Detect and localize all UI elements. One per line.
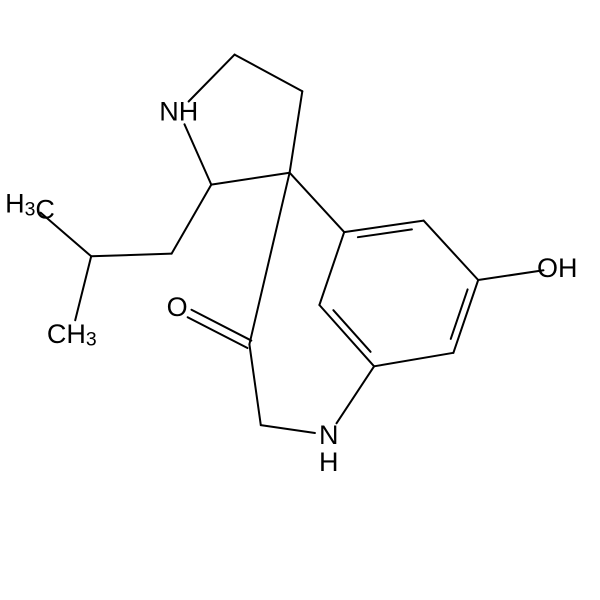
bond bbox=[211, 173, 289, 185]
bond bbox=[189, 55, 235, 102]
bond bbox=[319, 305, 374, 366]
atom-label: H3C bbox=[5, 189, 55, 225]
atom-label: O bbox=[167, 292, 188, 322]
bond bbox=[91, 254, 171, 257]
bond bbox=[261, 425, 315, 433]
bond bbox=[333, 310, 370, 352]
bond bbox=[249, 173, 289, 345]
bond bbox=[337, 366, 375, 423]
molecule-diagram: H3C CH3 NH OH NH O bbox=[0, 0, 600, 600]
bond bbox=[290, 91, 303, 172]
bond bbox=[451, 289, 468, 339]
bond bbox=[374, 353, 453, 367]
bond bbox=[75, 256, 91, 320]
bonds bbox=[41, 55, 544, 433]
bond bbox=[188, 317, 248, 348]
bond bbox=[319, 232, 344, 305]
bond bbox=[453, 280, 478, 353]
bond bbox=[249, 344, 260, 425]
atom-label: CH3 bbox=[47, 319, 97, 351]
bond bbox=[184, 124, 211, 184]
bond bbox=[424, 221, 479, 280]
atom-label: N bbox=[319, 420, 339, 450]
bond bbox=[358, 229, 412, 237]
bond bbox=[191, 310, 251, 341]
bond bbox=[478, 270, 543, 280]
atom-labels: H3C CH3 NH OH NH O bbox=[5, 97, 577, 478]
bond bbox=[290, 173, 345, 232]
bond bbox=[235, 55, 303, 92]
bond bbox=[172, 185, 212, 254]
atom-label: NH bbox=[159, 97, 198, 127]
atom-label: H bbox=[319, 447, 339, 477]
atom-label: OH bbox=[537, 253, 578, 283]
